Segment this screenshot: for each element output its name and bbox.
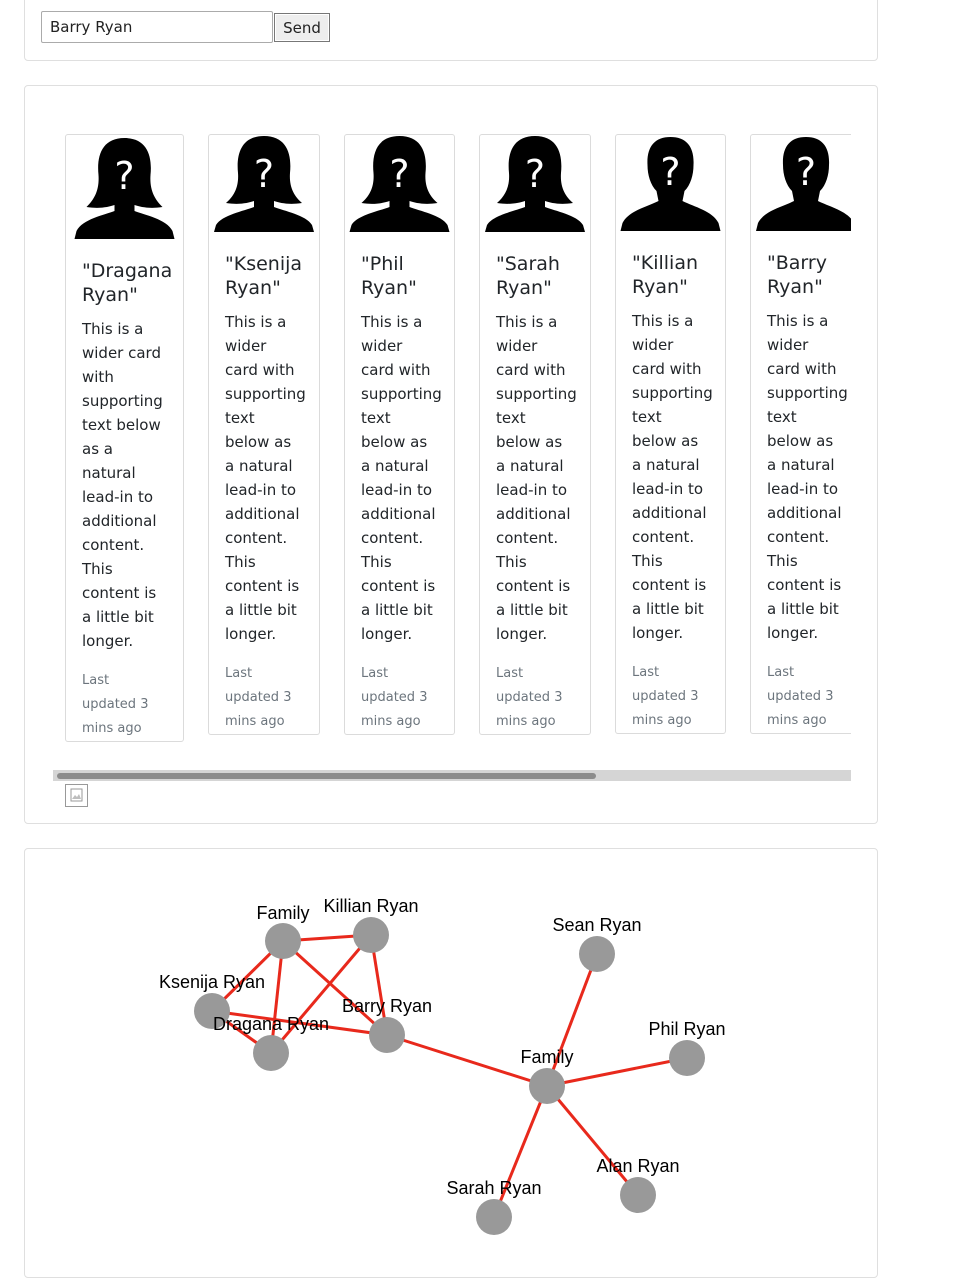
male-silhouette-icon: ? bbox=[620, 137, 721, 231]
graph-node[interactable] bbox=[529, 1068, 565, 1104]
graph-node[interactable] bbox=[265, 923, 301, 959]
graph-node-label: Ksenija Ryan bbox=[159, 972, 265, 992]
scrollbar-thumb[interactable] bbox=[57, 773, 596, 779]
graph-edge bbox=[386, 1033, 548, 1088]
graph-node[interactable] bbox=[194, 993, 230, 1029]
graph-node-label: Killian Ryan bbox=[323, 896, 418, 916]
family-graph-panel: Family Killian Ryan Ksenija Ryan Dragana Ry… bbox=[24, 848, 878, 1278]
person-card: ? "Barry Ryan" This is a wider card with… bbox=[750, 134, 851, 734]
graph-edge bbox=[281, 939, 389, 1037]
female-silhouette-icon: ? bbox=[485, 136, 585, 232]
male-silhouette-icon: ? bbox=[756, 137, 851, 231]
card-updated: Last updated 3 mins ago bbox=[767, 665, 834, 728]
graph-node-label: Sarah Ryan bbox=[446, 1178, 541, 1198]
person-card: ? "Phil Ryan" This is a wider card with … bbox=[344, 134, 455, 735]
graph-edge bbox=[492, 1085, 549, 1218]
graph-node-label: Phil Ryan bbox=[648, 1019, 725, 1039]
graph-node[interactable] bbox=[579, 936, 615, 972]
graph-node[interactable] bbox=[669, 1040, 705, 1076]
card-title: "Sarah Ryan" bbox=[496, 253, 560, 299]
cards-scroller[interactable]: ? "Dragana Ryan" This is a wider card wi… bbox=[53, 134, 851, 794]
graph-edge bbox=[545, 953, 599, 1087]
svg-text:?: ? bbox=[525, 152, 545, 196]
graph-node[interactable] bbox=[476, 1199, 512, 1235]
person-card: ? "Ksenija Ryan" This is a wider card wi… bbox=[208, 134, 320, 735]
card-title: "Ksenija Ryan" bbox=[225, 253, 303, 299]
graph-edge bbox=[546, 1056, 688, 1088]
person-card: ? "Dragana Ryan" This is a wider card wi… bbox=[65, 134, 184, 742]
card-text: This is a wider card with supporting tex… bbox=[361, 313, 442, 643]
graph-node[interactable] bbox=[620, 1177, 656, 1213]
graph-node-label: Alan Ryan bbox=[596, 1156, 679, 1176]
card-title: "Killian Ryan" bbox=[632, 252, 698, 298]
svg-text:?: ? bbox=[660, 150, 680, 194]
svg-text:?: ? bbox=[254, 152, 274, 196]
graph-node-label: Barry Ryan bbox=[342, 996, 432, 1016]
card-text: This is a wider card with supporting tex… bbox=[632, 312, 713, 642]
send-button[interactable]: Send bbox=[274, 13, 330, 42]
card-text: This is a wider card with supporting tex… bbox=[767, 312, 848, 642]
person-card: ? "Sarah Ryan" This is a wider card with… bbox=[479, 134, 591, 735]
card-title: "Phil Ryan" bbox=[361, 253, 417, 299]
person-card: ? "Killian Ryan" This is a wider card wi… bbox=[615, 134, 726, 734]
graph-node-label: Sean Ryan bbox=[552, 915, 641, 935]
search-form-panel: Send bbox=[24, 0, 878, 61]
svg-text:?: ? bbox=[114, 154, 134, 198]
card-text: This is a wider card with supporting tex… bbox=[225, 313, 306, 643]
card-updated: Last updated 3 mins ago bbox=[496, 666, 563, 729]
card-text: This is a wider card with supporting tex… bbox=[496, 313, 577, 643]
graph-edge bbox=[269, 940, 285, 1054]
female-silhouette-icon: ? bbox=[214, 136, 314, 232]
graph-node[interactable] bbox=[353, 917, 389, 953]
graph-node[interactable] bbox=[253, 1035, 289, 1071]
family-graph[interactable]: Family Killian Ryan Ksenija Ryan Dragana Ry… bbox=[25, 849, 877, 1262]
cards-panel: ? "Dragana Ryan" This is a wider card wi… bbox=[24, 85, 878, 824]
card-title: "Barry Ryan" bbox=[767, 252, 827, 298]
graph-edge bbox=[269, 934, 373, 1054]
svg-text:?: ? bbox=[389, 152, 409, 196]
card-title: "Dragana Ryan" bbox=[82, 260, 173, 306]
graph-edge bbox=[545, 1085, 640, 1196]
card-updated: Last updated 3 mins ago bbox=[632, 665, 699, 728]
broken-image-icon bbox=[65, 784, 88, 807]
graph-node[interactable] bbox=[369, 1017, 405, 1053]
card-text: This is a wider card with supporting tex… bbox=[82, 320, 163, 650]
female-silhouette-icon: ? bbox=[349, 136, 450, 232]
female-silhouette-icon: ? bbox=[74, 138, 175, 239]
horizontal-scrollbar[interactable] bbox=[53, 770, 851, 781]
card-updated: Last updated 3 mins ago bbox=[82, 673, 149, 736]
svg-text:?: ? bbox=[796, 150, 816, 194]
graph-node-label: Dragana Ryan bbox=[213, 1014, 329, 1034]
graph-node-label: Family bbox=[521, 1047, 574, 1067]
graph-node-label: Family bbox=[257, 903, 310, 923]
card-updated: Last updated 3 mins ago bbox=[225, 666, 292, 729]
name-input[interactable] bbox=[41, 11, 273, 43]
card-updated: Last updated 3 mins ago bbox=[361, 666, 428, 729]
graph-edge bbox=[211, 1009, 388, 1037]
